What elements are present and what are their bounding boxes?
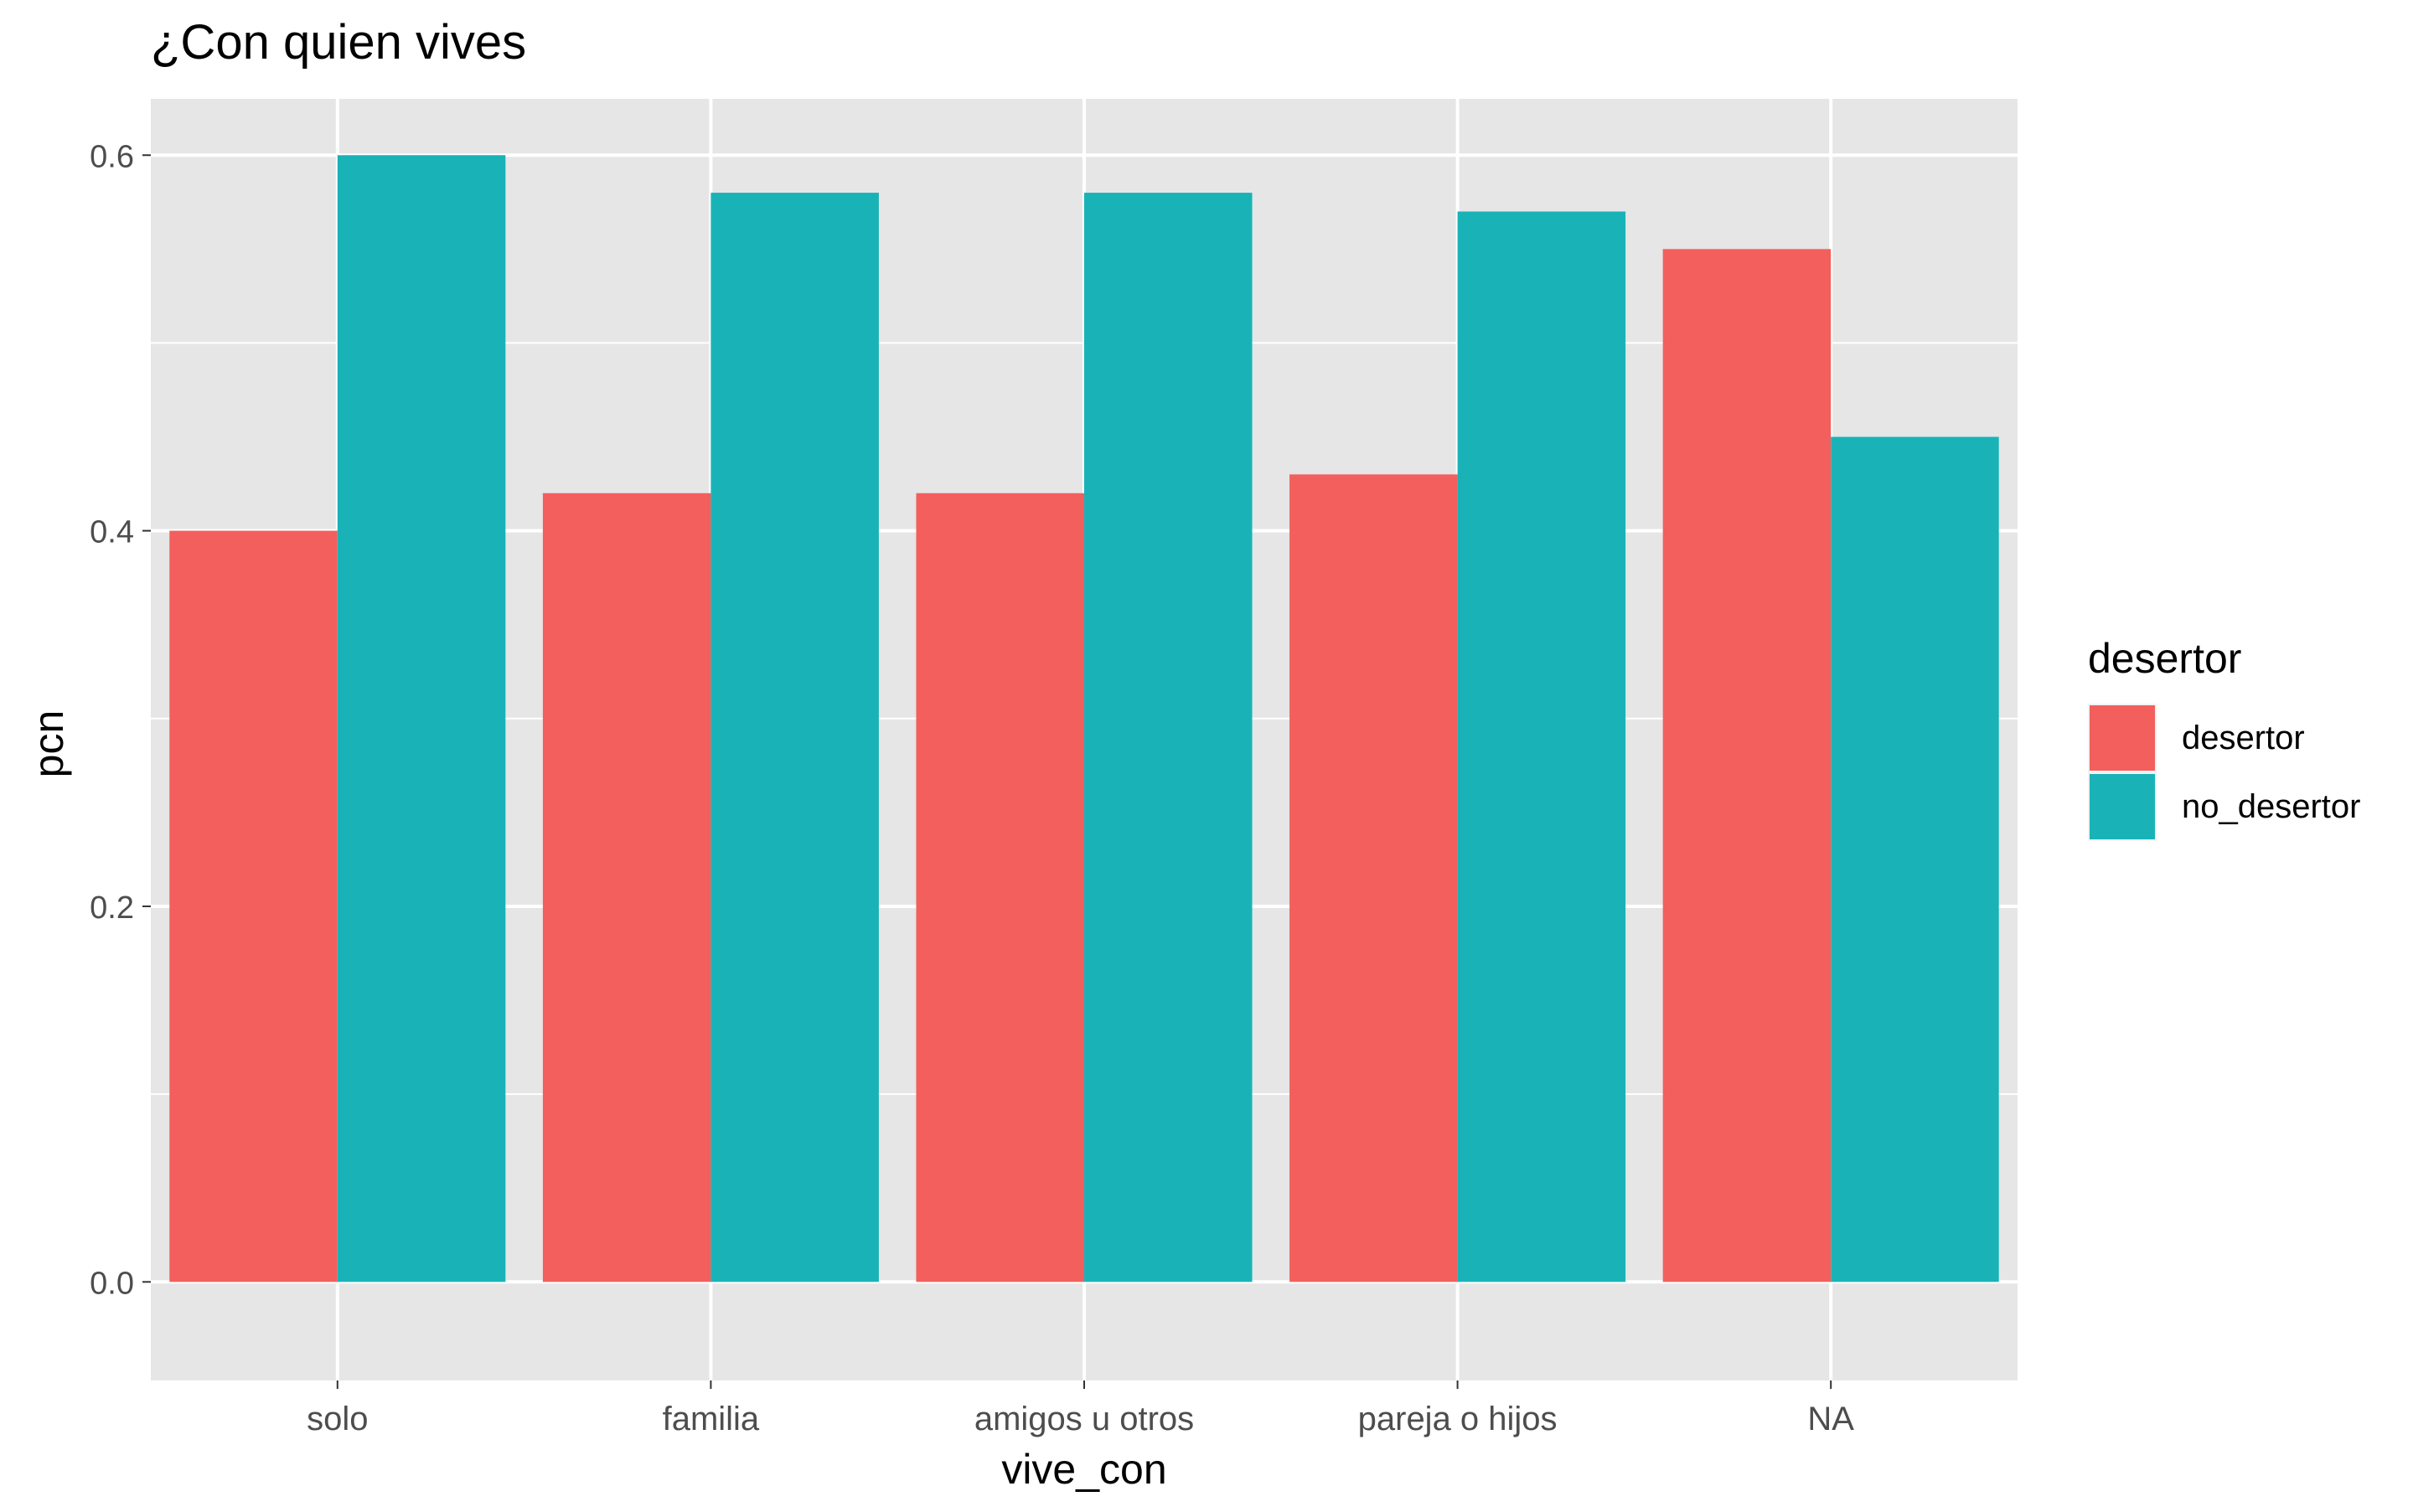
- axes: 0.0 0.2 0.4 0.6 solo familia amigos u otros par…: [90, 139, 1854, 1437]
- bar-no_desertor-pareja-o-hijos: [1457, 211, 1626, 1282]
- bar-desertor-solo: [169, 530, 338, 1282]
- bar-desertor-amigos-u-otros: [916, 493, 1084, 1282]
- bar-desertor-familia: [542, 493, 711, 1282]
- legend-label-desertor: desertor: [2182, 720, 2305, 756]
- y-tick-label: 0.4: [90, 515, 134, 550]
- bar-desertor-pareja-o-hijos: [1289, 474, 1458, 1282]
- x-tick-label: NA: [1807, 1401, 1854, 1437]
- chart-title: ¿Con quien vives: [151, 15, 526, 70]
- legend: desertor desertor no_desertor: [2088, 635, 2360, 841]
- y-tick-label: 0.0: [90, 1266, 134, 1301]
- x-tick-label: pareja o hijos: [1358, 1401, 1558, 1437]
- legend-key-no_desertor: [2090, 774, 2155, 839]
- legend-key-desertor: [2090, 705, 2155, 771]
- bar-no_desertor-amigos-u-otros: [1084, 193, 1253, 1282]
- y-axis-title: pcn: [25, 710, 72, 778]
- x-tick-label: solo: [307, 1401, 368, 1437]
- legend-label-no_desertor: no_desertor: [2182, 788, 2360, 825]
- y-tick-label: 0.6: [90, 139, 134, 174]
- legend-title: desertor: [2088, 635, 2241, 682]
- x-tick-label: amigos u otros: [974, 1401, 1194, 1437]
- bars: [169, 155, 1999, 1282]
- bar-no_desertor-solo: [337, 155, 506, 1282]
- bar-no_desertor-familia: [710, 193, 879, 1282]
- x-axis-title: vive_con: [1001, 1446, 1166, 1493]
- bar-no_desertor-na: [1831, 436, 1999, 1282]
- y-tick-label: 0.2: [90, 890, 134, 926]
- x-tick-label: familia: [663, 1401, 760, 1437]
- bar-desertor-na: [1662, 249, 1832, 1282]
